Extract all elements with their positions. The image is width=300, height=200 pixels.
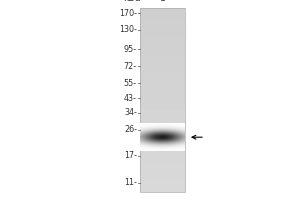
Text: 55-: 55- bbox=[124, 79, 137, 88]
Text: 1: 1 bbox=[160, 0, 165, 3]
Text: 72-: 72- bbox=[124, 62, 137, 71]
Text: 130-: 130- bbox=[119, 25, 137, 34]
Text: 11-: 11- bbox=[124, 178, 137, 187]
Bar bbox=[140, 8, 185, 192]
Text: 17-: 17- bbox=[124, 151, 137, 160]
Text: kDa: kDa bbox=[123, 0, 141, 3]
Text: 34-: 34- bbox=[124, 108, 137, 117]
Text: 95-: 95- bbox=[124, 45, 137, 54]
Text: 43-: 43- bbox=[124, 94, 137, 103]
Text: 170-: 170- bbox=[119, 9, 137, 18]
Text: 26-: 26- bbox=[124, 125, 137, 134]
